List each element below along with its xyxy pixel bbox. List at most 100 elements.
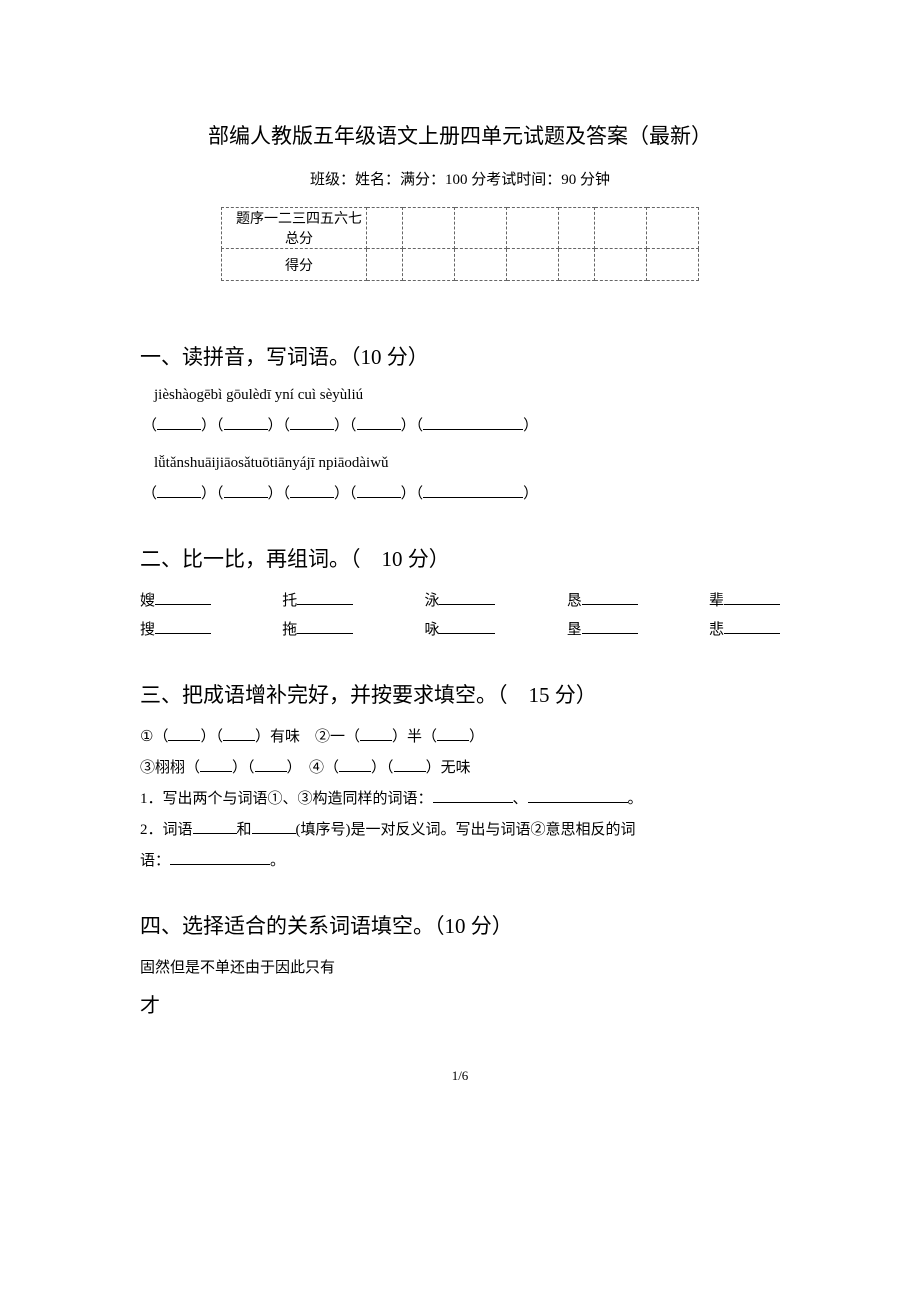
text: 2．词语 xyxy=(140,822,193,838)
char: 垦 xyxy=(567,618,582,639)
blank xyxy=(360,726,392,741)
table-cell xyxy=(647,208,699,249)
score-table: 题序一二三四五六七总分 得分 xyxy=(221,207,699,281)
blank xyxy=(168,726,200,741)
compare-item: 垦 xyxy=(567,618,638,639)
section4-line-2: 才 xyxy=(140,989,780,1018)
blank xyxy=(290,483,334,498)
section2-heading: 二、比一比，再组词。（ 10 分） xyxy=(140,543,780,573)
blank xyxy=(157,483,201,498)
text: ）（ xyxy=(371,760,394,776)
blank xyxy=(357,483,401,498)
char: 恳 xyxy=(567,589,582,610)
section3-line-1: ①（）（）有味 ②一（）半（） xyxy=(140,725,780,746)
subtitle-mid: 分考试时间： xyxy=(467,172,561,188)
blank xyxy=(439,590,495,605)
blank xyxy=(157,415,201,430)
page-number: 1/6 xyxy=(140,1068,780,1084)
section3-line-3: 1．写出两个与词语①、③构造同样的词语：、。 xyxy=(140,787,780,808)
char: 泳 xyxy=(424,589,439,610)
table-cell xyxy=(367,208,403,249)
text: 和 xyxy=(237,822,252,838)
compare-item: 嫂 xyxy=(140,589,211,610)
blank xyxy=(193,819,237,834)
table-cell xyxy=(595,208,647,249)
blank xyxy=(297,590,353,605)
text: ①（ xyxy=(140,729,168,745)
pinyin-line-2: lǚtǎnshuāijiāosǎtuōtiānyájī npiāodàiwǔ xyxy=(154,455,780,472)
table-cell xyxy=(595,249,647,281)
table-cell xyxy=(403,249,455,281)
blank xyxy=(339,757,371,772)
char: 嫂 xyxy=(140,589,155,610)
text: ）（ xyxy=(232,760,255,776)
text: ）半（ xyxy=(392,729,437,745)
document-title: 部编人教版五年级语文上册四单元试题及答案（最新） xyxy=(140,120,780,150)
compare-row-2: 搜 拖 咏 垦 悲 xyxy=(140,618,780,639)
blank xyxy=(423,483,523,498)
char: 拖 xyxy=(282,618,297,639)
compare-item: 恳 xyxy=(567,589,638,610)
row2-label: 得分 xyxy=(222,249,367,281)
text: ③栩栩（ xyxy=(140,760,200,776)
text: ） xyxy=(469,729,484,745)
blank xyxy=(290,415,334,430)
compare-row-1: 嫂 托 泳 恳 辈 xyxy=(140,589,780,610)
char: 咏 xyxy=(424,618,439,639)
compare-item: 搜 xyxy=(140,618,211,639)
section3-line-2: ③栩栩（ ）（ ） ④（ ）（ ）无味 xyxy=(140,756,780,777)
table-cell xyxy=(403,208,455,249)
pinyin-line-1: jièshàogēbì gōulèdī yní cuì sèyùliú xyxy=(154,387,780,404)
table-cell xyxy=(507,208,559,249)
blank xyxy=(224,483,268,498)
text: ）无味 xyxy=(426,760,471,776)
blank xyxy=(297,619,353,634)
table-cell xyxy=(559,249,595,281)
text: (填序号)是一对反义词。写出与词语②意思相反的词 xyxy=(296,822,636,838)
char: 辈 xyxy=(709,589,724,610)
section4-heading: 四、选择适合的关系词语填空。（10 分） xyxy=(140,910,780,940)
blank xyxy=(433,788,513,803)
blank xyxy=(223,726,255,741)
blank xyxy=(582,619,638,634)
table-cell xyxy=(507,249,559,281)
table-cell xyxy=(647,249,699,281)
char: 搜 xyxy=(140,618,155,639)
blank xyxy=(394,757,426,772)
section3-line-4: 2．词语 和 (填序号)是一对反义词。写出与词语②意思相反的词 xyxy=(140,818,780,839)
table-cell xyxy=(455,249,507,281)
blank xyxy=(357,415,401,430)
blank-line-2: （）（）（）（）（） xyxy=(142,482,780,503)
blank xyxy=(724,590,780,605)
blank xyxy=(423,415,523,430)
document-subtitle: 班级：姓名：满分：100 分考试时间：90 分钟 xyxy=(140,168,780,189)
table-cell xyxy=(455,208,507,249)
char: 悲 xyxy=(709,618,724,639)
section3-heading: 三、把成语增补完好，并按要求填空。（ 15 分） xyxy=(140,679,780,709)
table-cell xyxy=(559,208,595,249)
text: ）有味 ②一（ xyxy=(255,729,360,745)
blank xyxy=(582,590,638,605)
blank xyxy=(200,757,232,772)
compare-item: 悲 xyxy=(709,618,780,639)
table-cell xyxy=(367,249,403,281)
blank xyxy=(224,415,268,430)
exam-time: 90 xyxy=(561,172,576,188)
blank xyxy=(528,788,628,803)
subtitle-suffix: 分钟 xyxy=(576,172,610,188)
compare-item: 咏 xyxy=(424,618,495,639)
char: 托 xyxy=(282,589,297,610)
blank-line-1: （）（）（）（）（） xyxy=(142,414,780,435)
section3-line-5: 语：。 xyxy=(140,849,780,870)
subtitle-prefix: 班级：姓名：满分： xyxy=(310,172,445,188)
blank xyxy=(155,619,211,634)
blank xyxy=(255,757,287,772)
compare-item: 泳 xyxy=(424,589,495,610)
full-marks: 100 xyxy=(445,172,468,188)
compare-item: 托 xyxy=(282,589,353,610)
blank xyxy=(439,619,495,634)
text: 。 xyxy=(628,791,643,807)
text: ） ④（ xyxy=(287,760,340,776)
blank xyxy=(170,850,270,865)
text: 语： xyxy=(140,853,170,869)
